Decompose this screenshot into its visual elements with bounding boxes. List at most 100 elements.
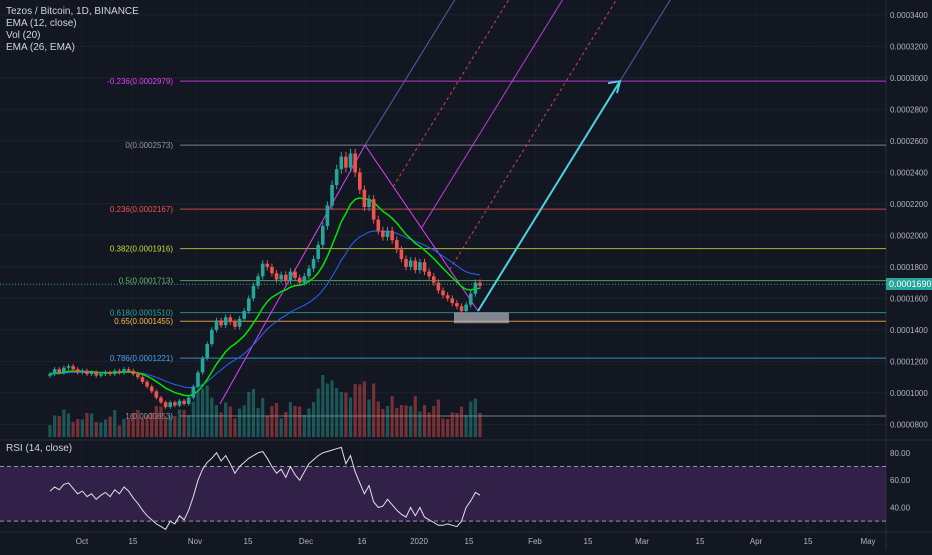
- rsi-legend[interactable]: RSI (14, close): [6, 443, 73, 454]
- time-axis-label: Nov: [188, 537, 202, 546]
- volume-bar: [85, 413, 89, 437]
- volume-bar: [103, 419, 108, 437]
- pitchfork-handle: [219, 144, 366, 405]
- chart-title[interactable]: Tezos / Bitcoin, 1D, BINANCE: [6, 6, 139, 17]
- candle-body: [205, 344, 210, 359]
- candle-body: [441, 290, 445, 296]
- volume-bar: [251, 389, 256, 437]
- volume-bar: [450, 412, 454, 437]
- fib-level-label: 0.236(0.0002167): [110, 205, 174, 214]
- candle-body: [348, 153, 353, 168]
- candle-body: [140, 377, 145, 382]
- volume-bar: [409, 406, 413, 437]
- volume-bar: [117, 425, 121, 437]
- candle-body: [173, 402, 177, 406]
- candle-body: [422, 262, 427, 272]
- volume-bar: [413, 396, 417, 437]
- pitchfork-quarter-upper: [392, 0, 510, 187]
- volume-bar: [436, 399, 440, 437]
- time-axis-label: May: [860, 537, 875, 546]
- price-axis-label: 0.0003400: [890, 11, 928, 20]
- candle-body: [390, 230, 394, 241]
- indicator-ema12[interactable]: EMA (12, close): [6, 18, 77, 29]
- time-axis-label: Dec: [299, 537, 313, 546]
- volume-bar: [177, 409, 182, 437]
- volume-bar: [256, 408, 260, 437]
- volume-bar: [298, 406, 302, 437]
- volume-bar: [140, 418, 145, 437]
- candle-body: [168, 402, 173, 408]
- volume-bar: [150, 412, 154, 437]
- volume-bar: [473, 398, 477, 437]
- candle-body: [288, 271, 293, 282]
- volume-bar: [154, 406, 158, 437]
- fib-level-label: 0(0.0002573): [125, 141, 173, 150]
- candle-body: [108, 372, 112, 374]
- volume-bar: [242, 405, 246, 437]
- volume-bar: [145, 415, 149, 437]
- candle-body: [445, 295, 450, 299]
- volume-bar: [362, 381, 367, 437]
- volume-bar: [385, 406, 390, 437]
- candle-body: [357, 172, 362, 190]
- price-axis-label: 0.0001000: [890, 389, 928, 398]
- volume-bar: [57, 416, 61, 437]
- candle-body: [464, 304, 468, 311]
- volume-bar: [99, 422, 103, 437]
- candle-body: [99, 373, 103, 376]
- candle-body: [154, 391, 159, 398]
- price-axis-label: 0.0003200: [890, 42, 928, 51]
- candle-body: [228, 317, 233, 323]
- candle-body: [473, 282, 478, 294]
- volume-bar: [62, 409, 66, 437]
- candle-body: [274, 273, 279, 280]
- volume-bar: [261, 398, 265, 437]
- volume-bar: [173, 416, 177, 437]
- volume-bar: [404, 405, 408, 437]
- volume-bar: [71, 422, 75, 437]
- candle-body: [57, 369, 62, 373]
- pitchfork-upper: [364, 0, 456, 146]
- candle-body: [214, 320, 219, 330]
- volume-bar: [219, 412, 223, 437]
- volume-bar: [376, 401, 380, 437]
- candle-body: [196, 372, 200, 387]
- rsi-band: [0, 466, 886, 522]
- candle-body: [112, 370, 117, 374]
- volume-bar: [464, 415, 468, 437]
- candle-body: [293, 271, 297, 278]
- volume-bar: [427, 412, 431, 437]
- candle-body: [126, 369, 131, 371]
- indicator-volume[interactable]: Vol (20): [6, 30, 41, 41]
- volume-bar: [127, 419, 131, 437]
- indicator-ema26[interactable]: EMA (26, EMA): [6, 42, 75, 53]
- volume-bar: [367, 399, 371, 437]
- candle-body: [75, 369, 80, 373]
- time-axis-label: 16: [358, 537, 367, 546]
- candle-body: [191, 386, 196, 398]
- candle-body: [399, 249, 404, 260]
- candle-body: [260, 263, 265, 277]
- pitchfork-quarter-lower: [449, 0, 617, 270]
- candle-body: [385, 230, 390, 237]
- candle-body: [279, 274, 283, 280]
- volume-bar: [265, 416, 269, 437]
- price-axis-label: 0.0002800: [890, 105, 928, 114]
- volume-bar: [200, 388, 205, 437]
- fib-level-label: 0.618(0.0001510): [110, 309, 174, 318]
- time-axis-label: 15: [244, 537, 253, 546]
- volume-bar: [395, 408, 399, 437]
- candle-body: [237, 318, 242, 327]
- volume-bar: [108, 416, 112, 437]
- candle-body: [450, 298, 455, 304]
- rsi-axis-label: 40.00: [890, 504, 911, 513]
- projection-arrow-shaft: [477, 80, 621, 312]
- volume-bar: [205, 385, 209, 437]
- candle-body: [436, 282, 441, 291]
- volume-bar: [53, 415, 57, 437]
- volume-bar: [196, 391, 200, 437]
- candle-body: [320, 225, 325, 245]
- volume-bar: [478, 413, 482, 437]
